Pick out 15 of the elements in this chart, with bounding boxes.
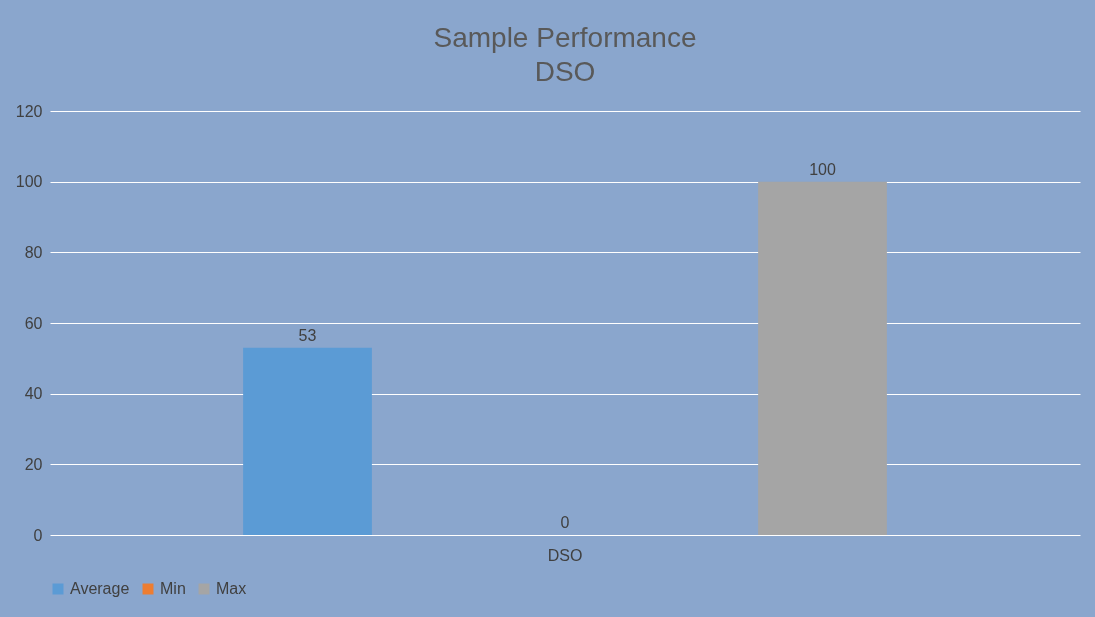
data-label: 53 — [298, 326, 317, 344]
legend-label: Average — [70, 580, 130, 597]
data-label: 100 — [809, 160, 836, 178]
chart-title: Sample Performance DSO — [433, 22, 697, 87]
y-tick-label: 0 — [33, 526, 43, 544]
legend-label: Max — [216, 580, 247, 597]
y-tick-label: 20 — [24, 455, 43, 473]
y-tick-label: 100 — [15, 173, 43, 191]
x-tick-label: DSO — [547, 546, 583, 564]
y-tick-label: 80 — [24, 243, 43, 261]
y-tick-label: 120 — [15, 102, 43, 120]
y-tick-label: 40 — [24, 385, 43, 403]
y-tick-label: 60 — [24, 314, 43, 332]
legend-label: Min — [160, 580, 186, 597]
data-label: 0 — [560, 514, 570, 531]
